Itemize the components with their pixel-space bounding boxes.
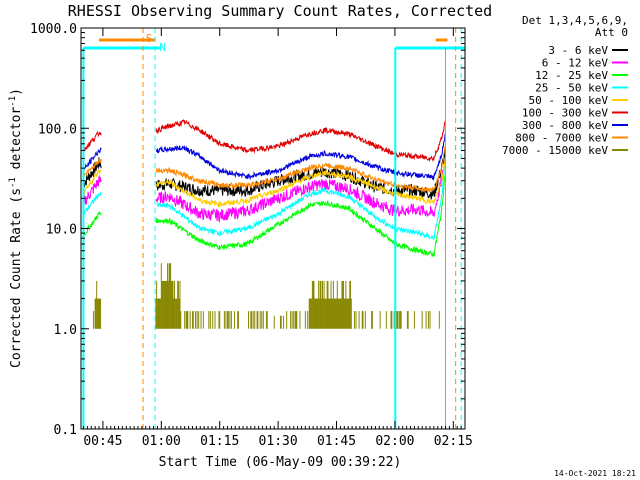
chart-title: RHESSI Observing Summary Count Rates, Co… bbox=[68, 2, 492, 20]
x-tick-label: 02:15 bbox=[434, 434, 473, 449]
series-line-0 bbox=[83, 147, 446, 200]
series-group bbox=[83, 119, 446, 329]
y-axis-label-sup2: -1 bbox=[8, 96, 18, 107]
legend-label: 25 - 50 keV bbox=[535, 82, 608, 95]
x-tick-label: 00:45 bbox=[83, 434, 122, 449]
series-line-1 bbox=[83, 162, 446, 223]
plot-area: SN bbox=[82, 28, 465, 429]
x-tick-label: 01:00 bbox=[142, 434, 181, 449]
y-axis-label-mid: detector bbox=[9, 107, 24, 178]
series-line-3 bbox=[83, 161, 446, 241]
x-tick-label: 01:15 bbox=[200, 434, 239, 449]
legend-label: 3 - 6 keV bbox=[548, 44, 608, 57]
axes: 1000.0 100.0 10.0 1.0 0.1 00:45 01:00 01:15 01:3… bbox=[30, 22, 473, 449]
x-tick-label: 01:45 bbox=[317, 434, 356, 449]
y-axis-label-part: Corrected Count Rate (s bbox=[9, 188, 24, 368]
legend-header: Att 0 bbox=[595, 26, 628, 39]
series-line-6 bbox=[83, 133, 446, 181]
legend-header: Det 1,3,4,5,6,9, bbox=[522, 14, 628, 27]
y-tick-label: 100.0 bbox=[38, 122, 77, 137]
legend-label: 100 - 300 keV bbox=[522, 107, 608, 120]
y-axis-label-end: ) bbox=[9, 88, 24, 96]
s-label: S bbox=[146, 32, 153, 45]
series-line-4 bbox=[83, 160, 446, 208]
legend-label: 300 - 800 keV bbox=[522, 119, 608, 132]
y-tick-label: 1.0 bbox=[54, 323, 77, 338]
y-tick-label: 10.0 bbox=[46, 223, 77, 238]
legend-label: 6 - 12 keV bbox=[542, 57, 609, 70]
x-tick-label: 01:30 bbox=[259, 434, 298, 449]
legend-label: 50 - 100 keV bbox=[529, 94, 609, 107]
series-line-5 bbox=[83, 119, 446, 163]
x-tick-label: 02:00 bbox=[375, 434, 414, 449]
x-axis-label: Start Time (06-May-09 00:39:22) bbox=[159, 455, 402, 470]
y-tick-label: 1000.0 bbox=[30, 22, 77, 37]
legend-label: 7000 - 15000 keV bbox=[502, 144, 608, 157]
y-axis-label-sup: -1 bbox=[8, 177, 18, 188]
legend-label: 12 - 25 keV bbox=[535, 69, 608, 82]
series-line-2 bbox=[83, 175, 446, 257]
n-label: N bbox=[159, 41, 166, 54]
y-tick-label: 0.1 bbox=[54, 423, 77, 438]
legend-label: 800 - 7000 keV bbox=[515, 132, 608, 145]
series-line-7 bbox=[83, 146, 446, 194]
y-axis-label: Corrected Count Rate (s-1 detector-1) bbox=[8, 88, 24, 368]
footer-date: 14-Oct-2021 18:21 bbox=[554, 469, 636, 478]
